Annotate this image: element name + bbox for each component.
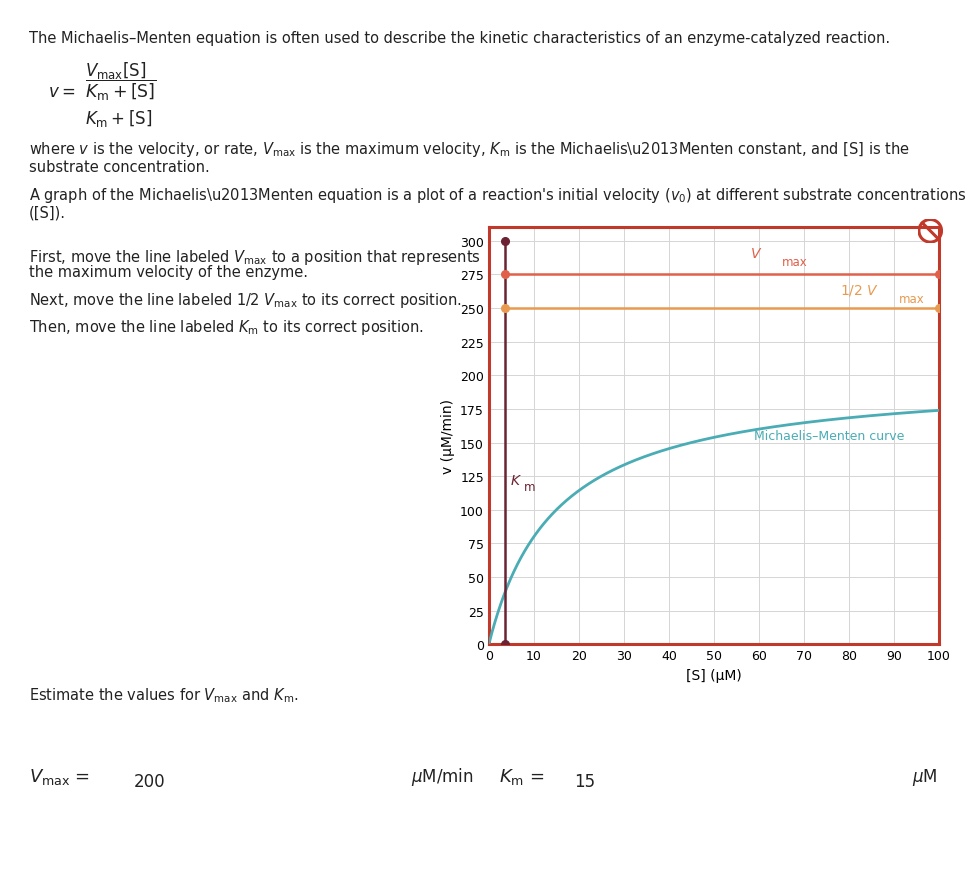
Text: substrate concentration.: substrate concentration. [29,160,210,175]
Text: ([S]).: ([S]). [29,205,66,220]
Text: 200: 200 [135,773,166,790]
Text: 1/2 $V$: 1/2 $V$ [840,283,879,298]
Text: A graph of the Michaelis\u2013Menten equation is a plot of a reaction's initial : A graph of the Michaelis\u2013Menten equ… [29,186,967,205]
Text: where $\it{v}$ is the velocity, or rate, $V_\mathrm{max}$ is the maximum velocit: where $\it{v}$ is the velocity, or rate,… [29,140,910,160]
Text: $\mu$M/min: $\mu$M/min [411,765,474,788]
Text: $\overline{K_\mathrm{m} + [\mathrm{S}]}$: $\overline{K_\mathrm{m} + [\mathrm{S}]}$ [85,77,157,102]
Text: $K_\mathrm{m}$ =: $K_\mathrm{m}$ = [499,766,544,786]
Text: $K_\mathrm{m} + [\mathrm{S}]$: $K_\mathrm{m} + [\mathrm{S}]$ [85,108,152,129]
Text: Estimate the values for $V_\mathrm{max}$ and $K_\mathrm{m}$.: Estimate the values for $V_\mathrm{max}$… [29,686,298,704]
Text: max: max [781,255,807,268]
Text: $\mu$M: $\mu$M [912,766,937,787]
Text: Michaelis–Menten curve: Michaelis–Menten curve [754,430,905,443]
Text: 15: 15 [574,773,595,790]
Text: $V_\mathrm{max}[\mathrm{S}]$: $V_\mathrm{max}[\mathrm{S}]$ [85,60,146,81]
Text: $V_\mathrm{max}$ =: $V_\mathrm{max}$ = [29,766,90,786]
Y-axis label: v (μM/min): v (μM/min) [440,399,455,474]
Text: Next, move the line labeled 1/2 $V_\mathrm{max}$ to its correct position.: Next, move the line labeled 1/2 $V_\math… [29,291,462,310]
Text: The Michaelis–Menten equation is often used to describe the kinetic characterist: The Michaelis–Menten equation is often u… [29,31,891,46]
Text: $v = $: $v = $ [48,83,76,101]
Text: $K$: $K$ [510,474,522,488]
X-axis label: [S] (μM): [S] (μM) [686,668,741,682]
Text: the maximum velocity of the enzyme.: the maximum velocity of the enzyme. [29,265,308,280]
Text: $V$: $V$ [750,246,762,260]
Text: First, move the line labeled $V_\mathrm{max}$ to a position that represents: First, move the line labeled $V_\mathrm{… [29,247,481,267]
Text: m: m [524,481,535,494]
Text: max: max [898,293,924,306]
Text: Then, move the line labeled $K_\mathrm{m}$ to its correct position.: Then, move the line labeled $K_\mathrm{m… [29,317,424,337]
